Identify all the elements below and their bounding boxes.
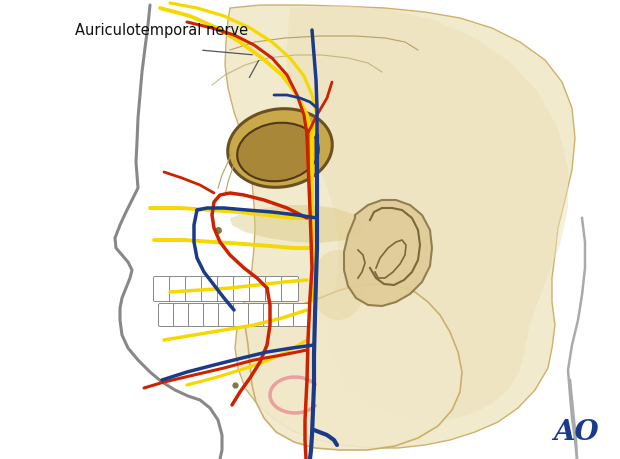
FancyBboxPatch shape <box>169 276 187 302</box>
Text: Auriculotemporal nerve: Auriculotemporal nerve <box>75 23 248 38</box>
Polygon shape <box>344 200 432 306</box>
FancyBboxPatch shape <box>188 303 205 326</box>
FancyBboxPatch shape <box>234 303 249 326</box>
Polygon shape <box>225 5 575 448</box>
Ellipse shape <box>311 250 366 320</box>
FancyBboxPatch shape <box>234 276 250 302</box>
FancyBboxPatch shape <box>265 276 283 302</box>
FancyBboxPatch shape <box>154 276 170 302</box>
Ellipse shape <box>228 109 332 187</box>
Polygon shape <box>242 284 462 450</box>
FancyBboxPatch shape <box>218 276 234 302</box>
Polygon shape <box>286 5 568 420</box>
FancyBboxPatch shape <box>278 303 294 326</box>
FancyBboxPatch shape <box>249 276 267 302</box>
FancyBboxPatch shape <box>264 303 280 326</box>
FancyBboxPatch shape <box>218 303 234 326</box>
FancyBboxPatch shape <box>185 276 203 302</box>
Ellipse shape <box>237 123 319 181</box>
FancyBboxPatch shape <box>293 303 309 326</box>
FancyBboxPatch shape <box>281 276 298 302</box>
FancyBboxPatch shape <box>202 276 218 302</box>
FancyBboxPatch shape <box>159 303 174 326</box>
Text: AO: AO <box>553 419 599 446</box>
FancyBboxPatch shape <box>203 303 219 326</box>
FancyBboxPatch shape <box>174 303 190 326</box>
Polygon shape <box>230 205 365 243</box>
FancyBboxPatch shape <box>249 303 265 326</box>
